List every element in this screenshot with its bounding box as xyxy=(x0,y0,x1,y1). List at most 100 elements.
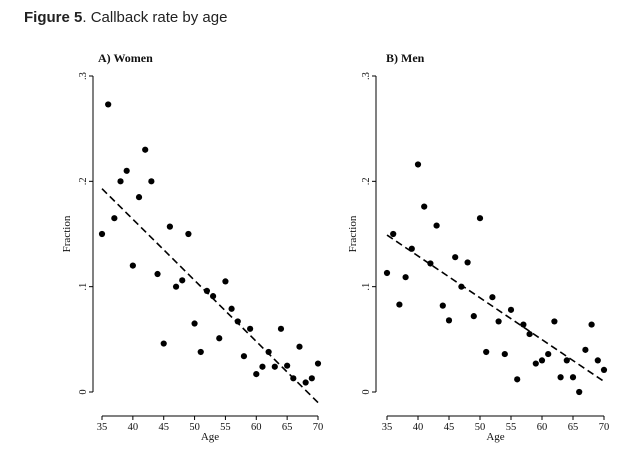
data-point xyxy=(557,374,564,381)
data-point xyxy=(532,360,539,367)
data-point xyxy=(501,350,508,358)
data-point xyxy=(135,194,143,201)
data-point xyxy=(433,222,440,229)
x-axis-label: Age xyxy=(486,431,504,443)
data-point xyxy=(154,270,161,278)
data-point xyxy=(470,313,477,320)
data-point xyxy=(234,318,241,325)
figure-caption-text: . Callback rate by age xyxy=(82,9,228,26)
data-point xyxy=(117,178,124,185)
trend-line xyxy=(386,234,605,383)
y-tick-label: 0 xyxy=(361,389,372,394)
y-axis-label: Fraction xyxy=(347,215,359,252)
data-point xyxy=(123,167,130,174)
data-point xyxy=(569,374,577,381)
y-tick-label: 0 xyxy=(78,389,89,394)
data-point xyxy=(296,343,303,350)
data-point xyxy=(582,346,589,353)
y-tick-label: .3 xyxy=(361,72,372,80)
x-tick-label: 40 xyxy=(413,422,424,433)
data-point xyxy=(148,178,155,185)
data-point xyxy=(240,353,248,360)
x-tick-label: 65 xyxy=(282,422,293,433)
data-point xyxy=(452,254,459,261)
data-point xyxy=(247,325,254,332)
data-point xyxy=(489,294,496,301)
data-point xyxy=(197,348,204,356)
data-point xyxy=(600,366,608,373)
data-point xyxy=(538,357,546,364)
data-point xyxy=(495,318,502,325)
data-point xyxy=(209,293,217,300)
data-point xyxy=(563,357,570,364)
y-axis-label: Fraction xyxy=(61,215,73,252)
data-point xyxy=(284,362,291,369)
x-tick-label: 35 xyxy=(382,422,393,433)
data-point xyxy=(271,363,278,370)
data-point xyxy=(421,203,428,210)
data-point xyxy=(551,318,558,325)
x-tick-label: 35 xyxy=(97,422,108,433)
data-point xyxy=(545,350,552,358)
data-point xyxy=(390,230,397,238)
data-point xyxy=(464,259,471,266)
x-tick-label: 45 xyxy=(444,422,455,433)
data-point xyxy=(314,360,322,367)
data-point xyxy=(129,262,136,269)
x-tick-label: 60 xyxy=(537,422,548,433)
data-point xyxy=(277,325,285,332)
data-point xyxy=(507,306,515,313)
data-point xyxy=(383,269,391,277)
data-point xyxy=(216,335,223,342)
data-point xyxy=(308,375,315,382)
data-point xyxy=(222,278,229,285)
data-point xyxy=(111,215,118,222)
x-tick-label: 55 xyxy=(220,422,231,433)
data-point xyxy=(458,283,465,290)
data-point xyxy=(105,101,112,108)
y-tick-label: .1 xyxy=(361,283,372,291)
data-point xyxy=(179,277,186,284)
y-tick-label: .3 xyxy=(78,72,89,80)
y-tick-label: .1 xyxy=(78,283,89,291)
data-point xyxy=(253,370,260,378)
data-point xyxy=(302,379,309,386)
data-point xyxy=(439,302,446,309)
data-point xyxy=(445,317,453,324)
trend-line xyxy=(101,188,319,404)
panel-title: B) Men xyxy=(386,51,425,65)
x-tick-label: 60 xyxy=(251,422,262,433)
data-point xyxy=(396,301,403,308)
x-tick-label: 70 xyxy=(599,422,610,433)
x-tick-label: 55 xyxy=(506,422,517,433)
panel-women: A) Women 0 .1 .2 .3 Fraction 35 40 45 50 55 60 65 70 A… xyxy=(61,51,323,443)
data-point xyxy=(526,330,533,338)
x-tick-label: 50 xyxy=(189,422,200,433)
y-tick-label: .2 xyxy=(78,177,89,185)
data-point xyxy=(191,320,198,327)
y-tick-label: .2 xyxy=(361,177,372,185)
x-tick-label: 70 xyxy=(313,422,324,433)
x-tick-label: 45 xyxy=(158,422,169,433)
data-point xyxy=(483,348,490,356)
x-tick-label: 50 xyxy=(475,422,486,433)
data-point xyxy=(427,260,434,267)
data-point xyxy=(576,388,583,396)
data-point xyxy=(172,283,180,290)
figure-caption: Figure 5. Callback rate by age xyxy=(24,9,227,26)
data-point xyxy=(203,287,211,294)
data-point xyxy=(476,215,484,222)
data-point xyxy=(265,348,272,356)
x-tick-label: 40 xyxy=(128,422,139,433)
data-point xyxy=(185,230,192,238)
figure-label: Figure 5 xyxy=(24,9,83,26)
x-axis-label: Age xyxy=(201,431,219,443)
data-point xyxy=(408,245,415,252)
data-point xyxy=(98,230,106,238)
data-point xyxy=(259,363,266,370)
data-point xyxy=(520,321,527,328)
data-point xyxy=(402,274,409,281)
panel-title: A) Women xyxy=(98,51,153,65)
data-point xyxy=(414,161,422,168)
